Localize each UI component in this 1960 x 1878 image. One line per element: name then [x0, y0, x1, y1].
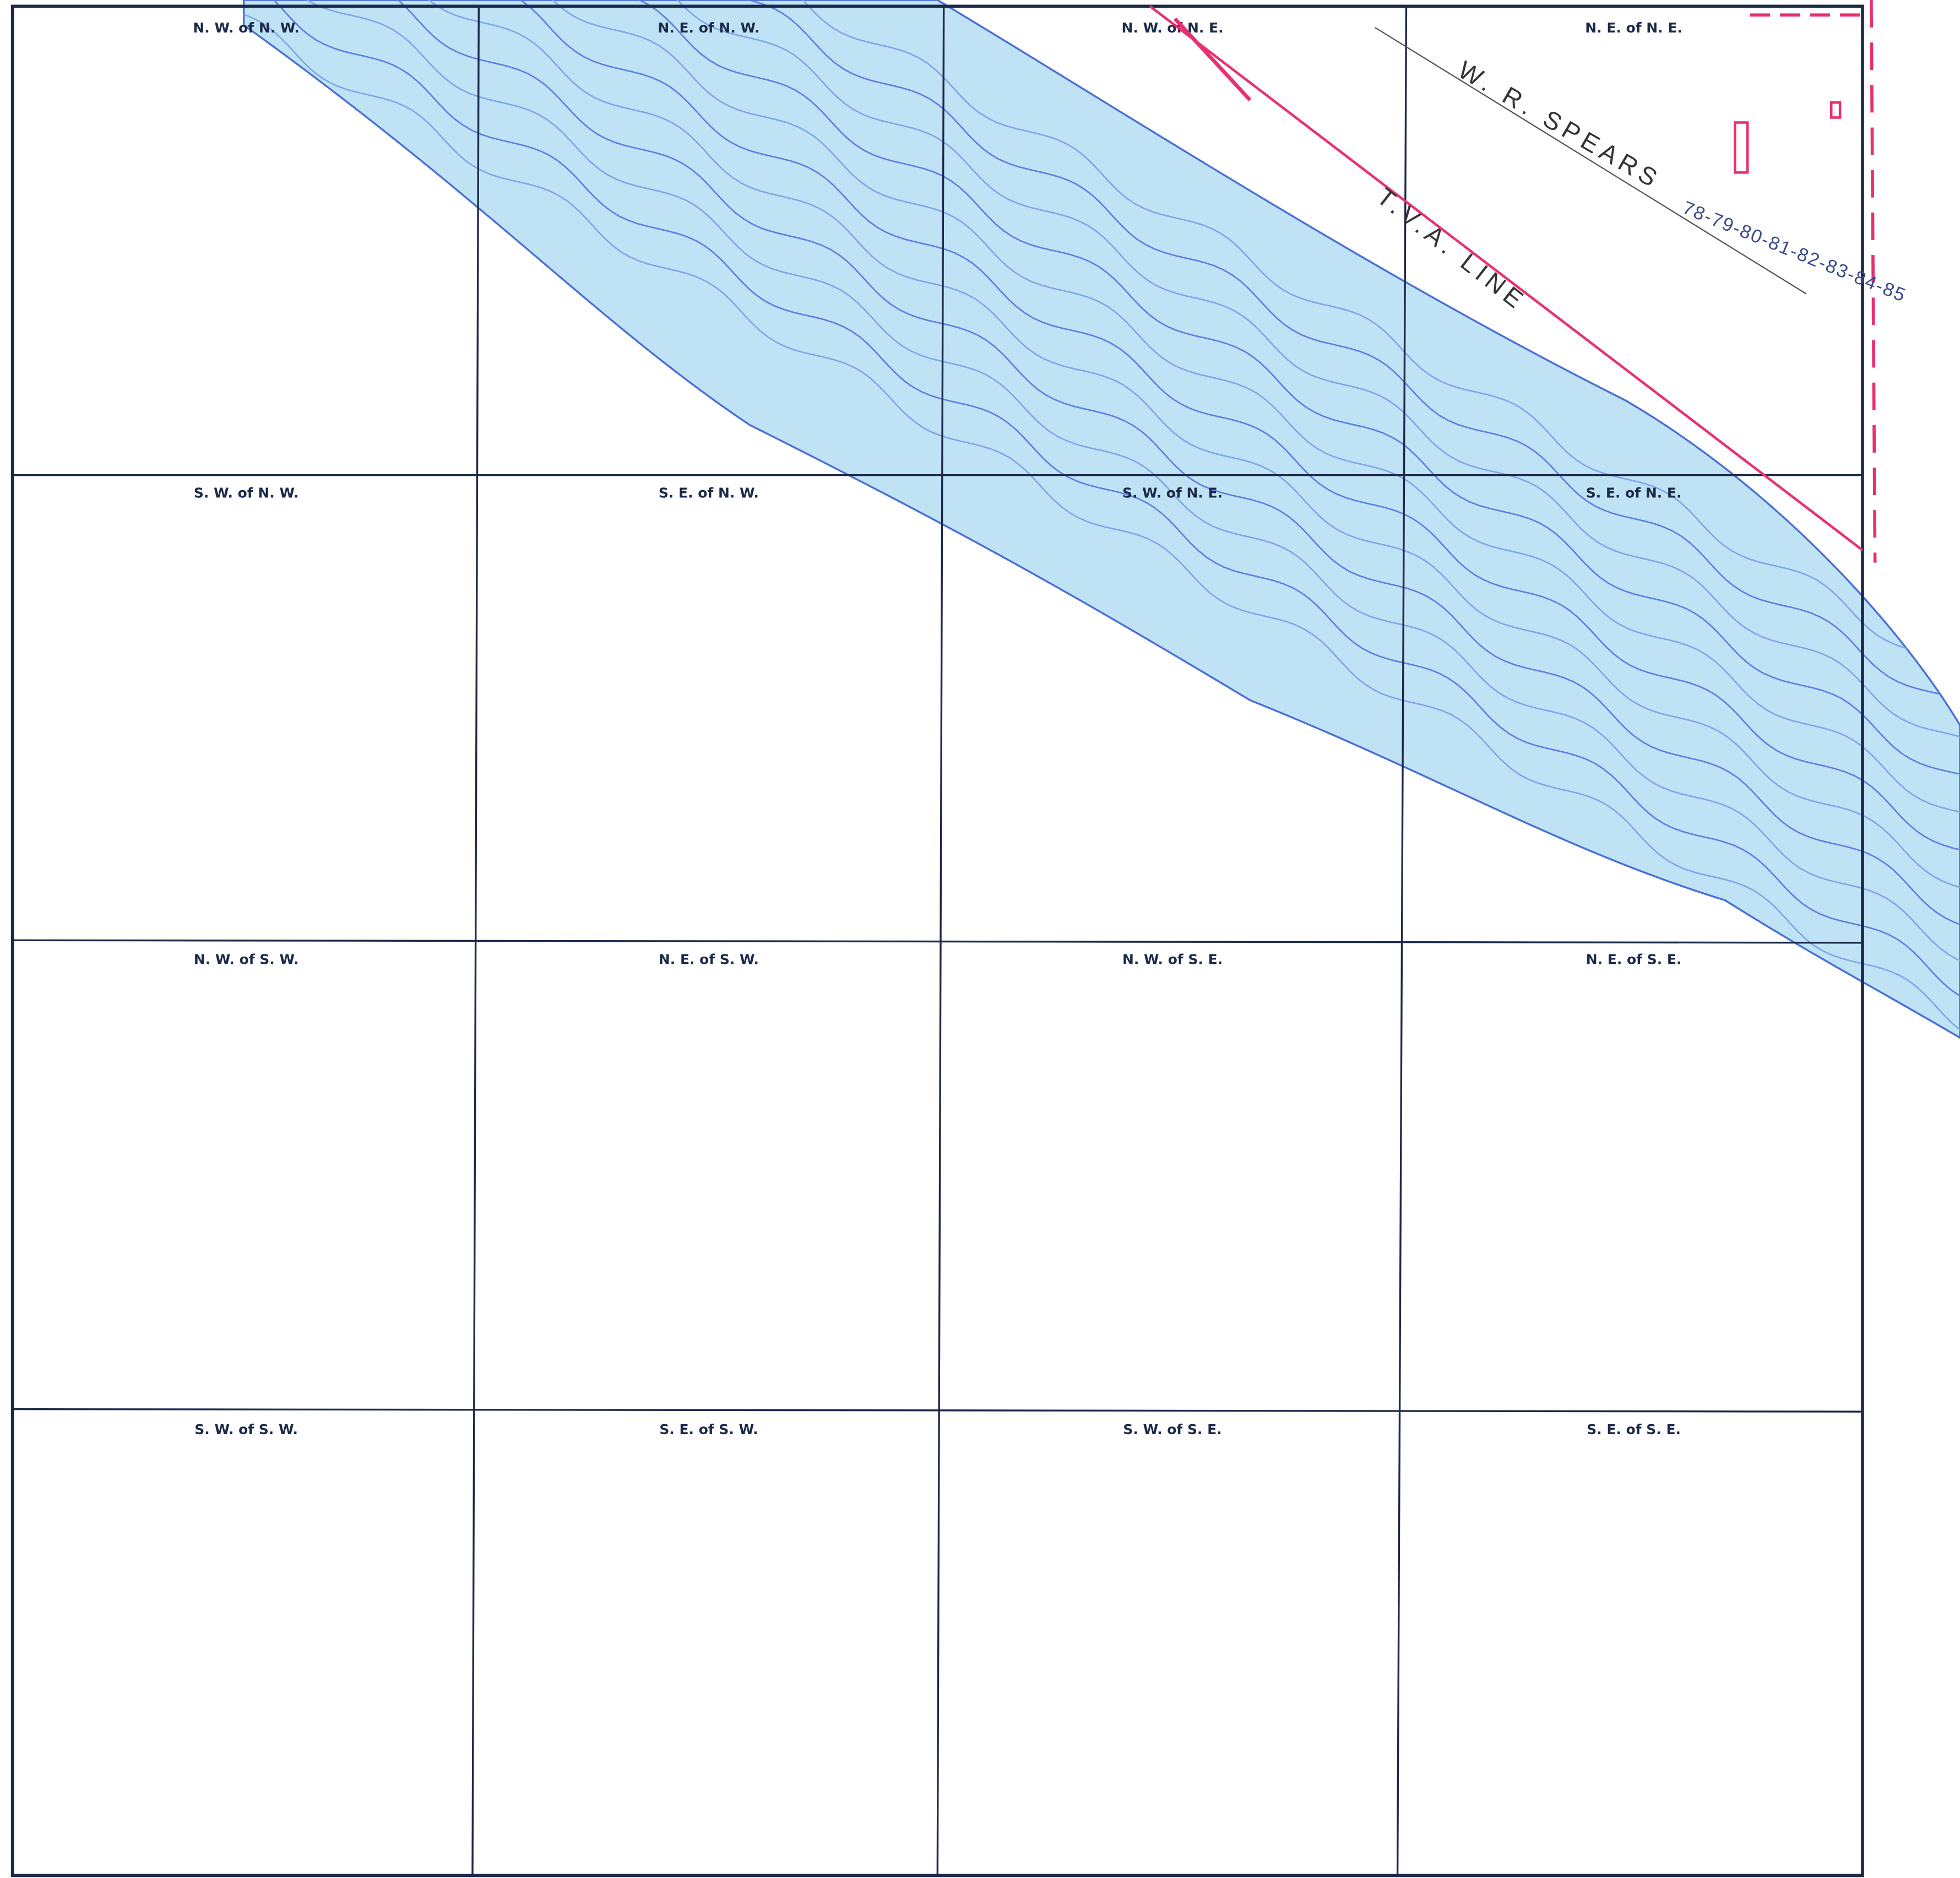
structure	[1734, 121, 1749, 174]
owner-line	[1375, 26, 1807, 295]
years: 78-79-80-81-82-83-84-85	[1680, 197, 1909, 306]
property-line	[1870, 0, 1877, 563]
tva-mark	[1174, 17, 1252, 101]
cell-label: S. W. of S. W.	[194, 1421, 298, 1437]
cell-label: N. E. of N. W.	[658, 20, 759, 36]
river	[242, 0, 1960, 1039]
structure	[1829, 101, 1842, 119]
wave	[290, 0, 1960, 1017]
grid-line	[12, 939, 1863, 944]
river-band	[242, 0, 1960, 1039]
cell-label: N. E. of S. W.	[659, 951, 759, 967]
grid-line	[1396, 6, 1408, 1876]
cell-label: S. E. of S. W.	[659, 1421, 758, 1437]
cell-label: N. E. of N. E.	[1585, 20, 1682, 36]
wave	[343, 0, 1960, 925]
owner-name: W. R. SPEARS	[1453, 56, 1666, 195]
grid: N. W. of N. W. N. E. of N. W. N. W. of N. …	[10, 4, 1864, 1877]
wave	[264, 0, 1960, 1038]
cell-label: N. W. of S. W.	[194, 951, 299, 967]
wave	[243, 7, 1960, 1038]
cell-label: S. W. of N. W.	[194, 485, 299, 501]
wave	[366, 0, 1960, 886]
cell-label: S. E. of S. E.	[1587, 1421, 1681, 1437]
wave	[252, 0, 1960, 1038]
wave	[355, 0, 1960, 904]
tva-line	[1149, 0, 1877, 563]
tva-boundary	[1149, 5, 1864, 551]
wave	[243, 0, 1960, 1038]
cell-label: N. E. of S. E.	[1586, 951, 1682, 967]
grid-line	[12, 1408, 1863, 1413]
cell-label: S. E. of N. W.	[659, 485, 759, 501]
cell-label: S. E. of N. E.	[1586, 485, 1682, 501]
river-waves	[243, 0, 1960, 1038]
cell-label: S. W. of N. E.	[1122, 485, 1223, 501]
cell-label: N. W. of S. E.	[1122, 951, 1223, 967]
cell-label: S. W. of S. E.	[1123, 1421, 1221, 1437]
cell-label: N. W. of N. W.	[193, 20, 300, 36]
wave	[275, 0, 1960, 1038]
wave	[307, 0, 1960, 986]
